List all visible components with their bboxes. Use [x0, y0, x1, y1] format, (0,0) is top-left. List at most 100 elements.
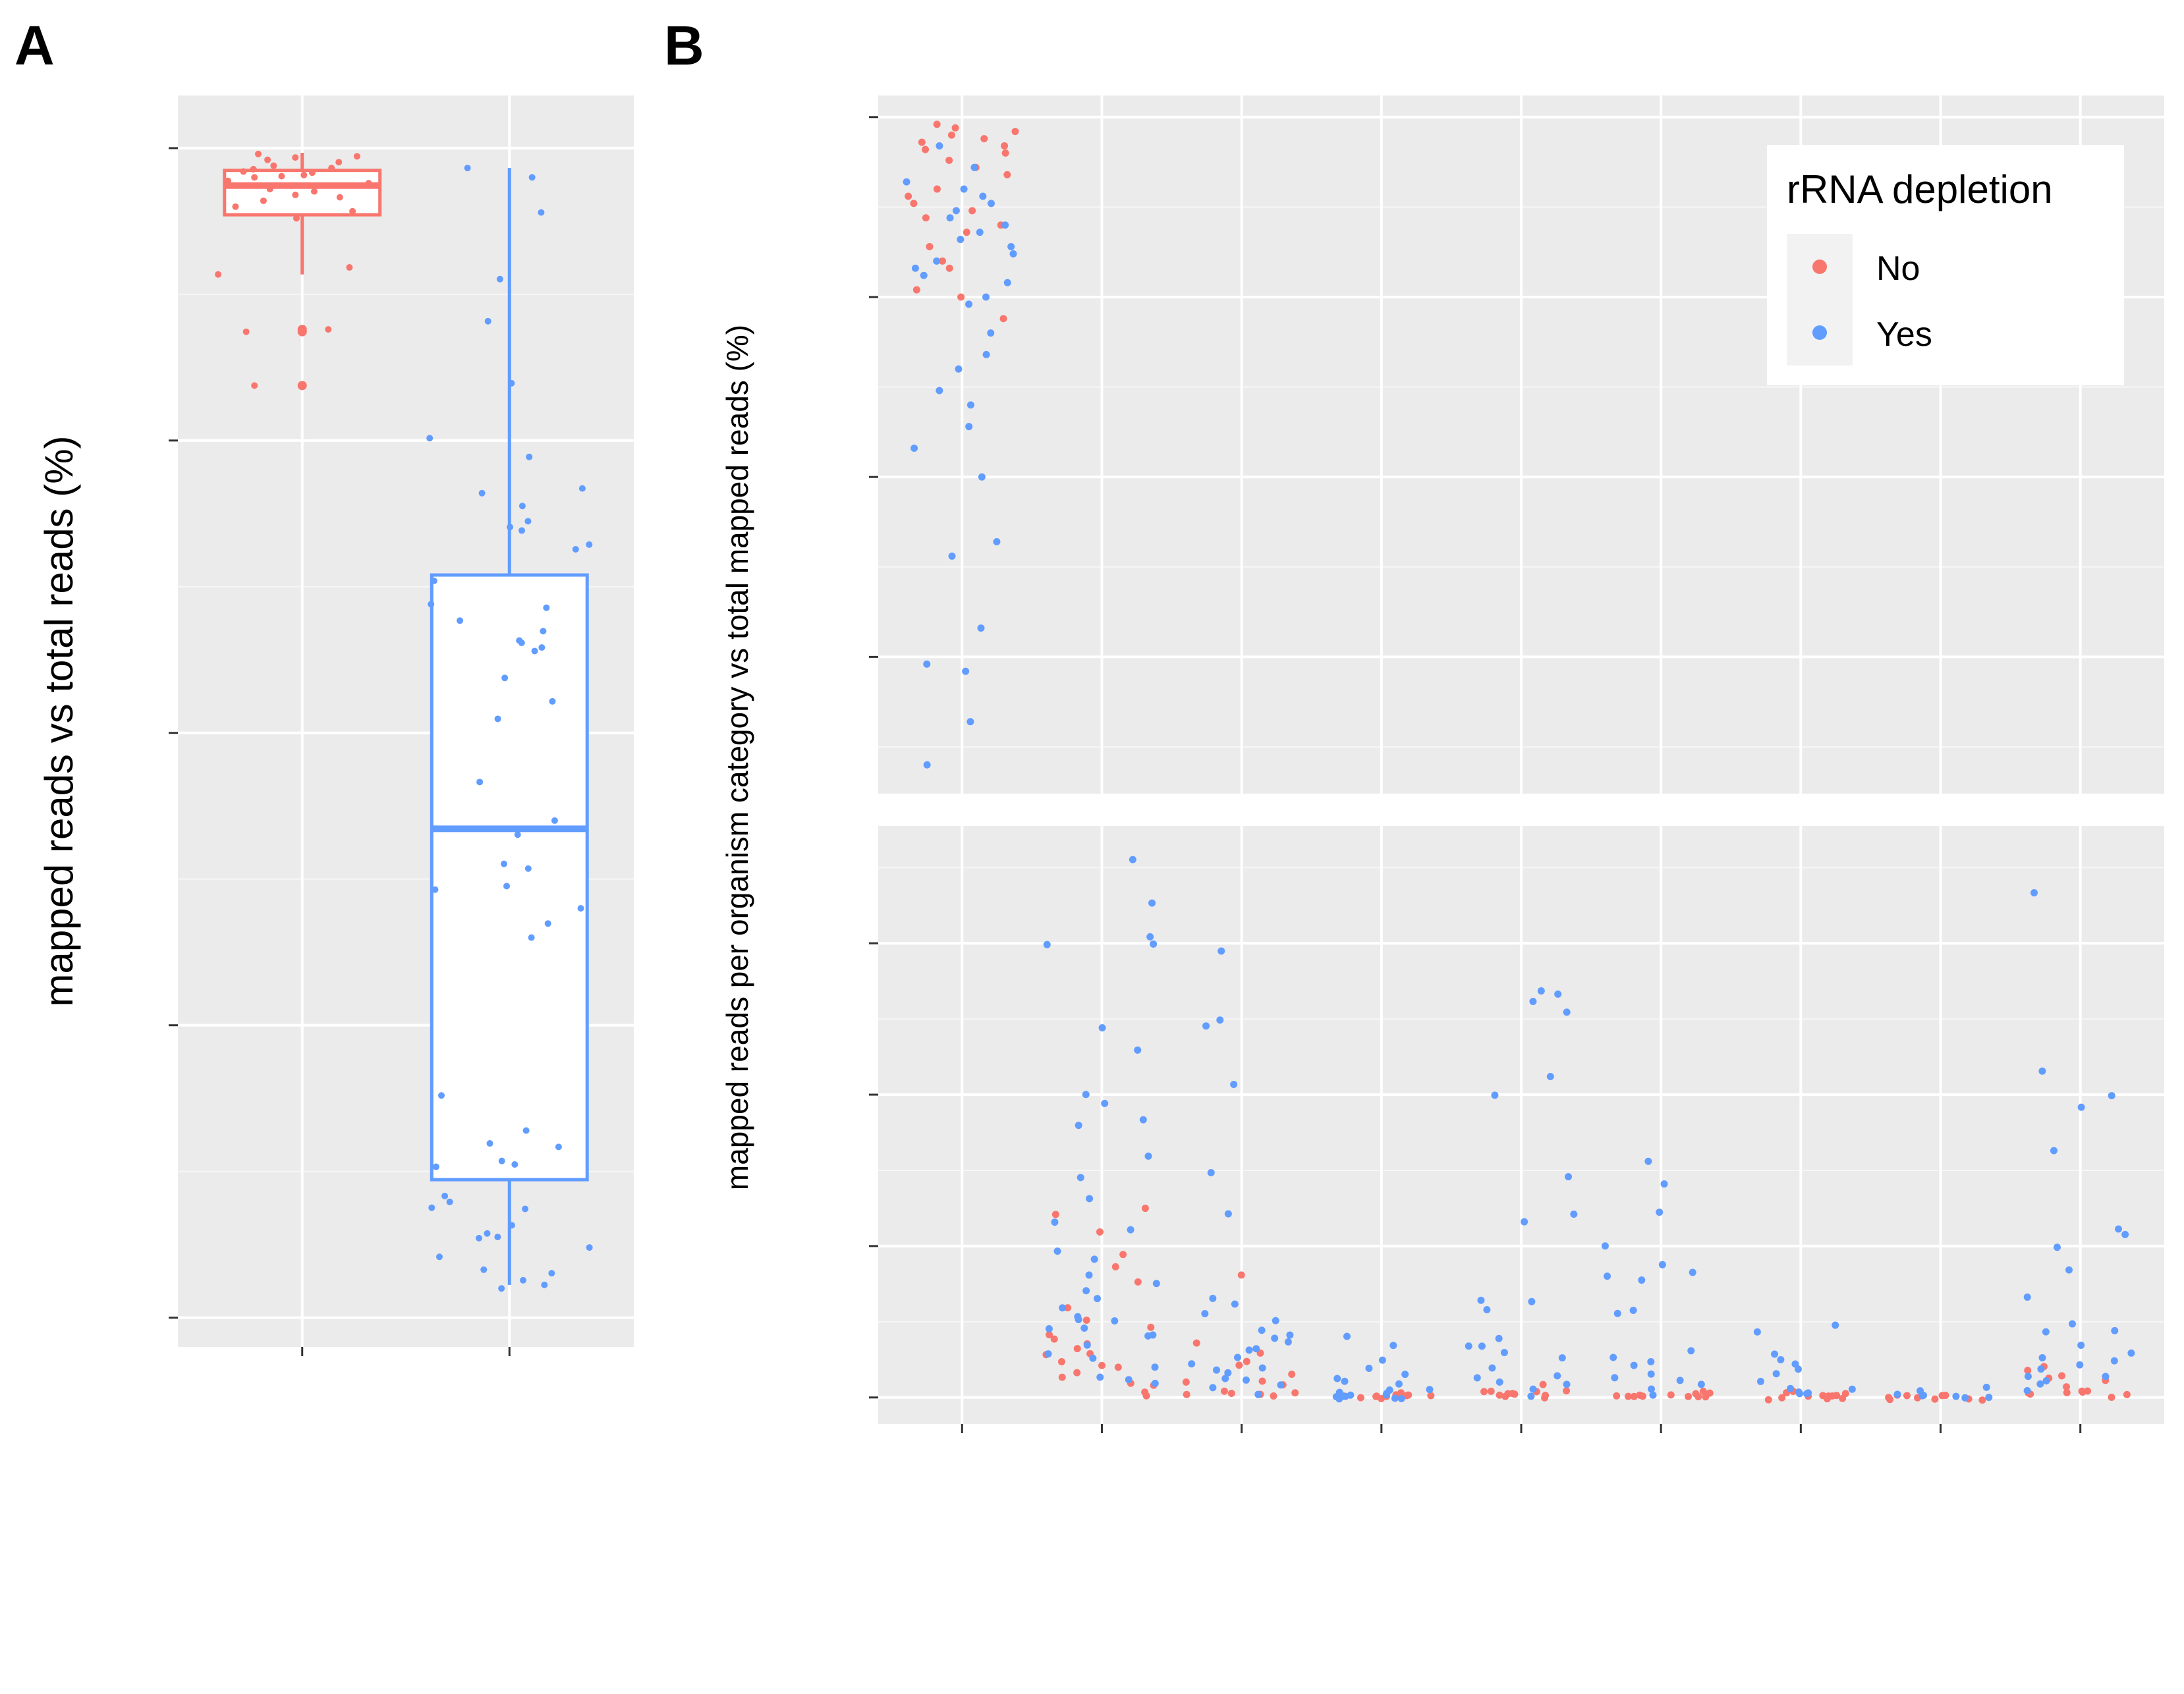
data-point [1660, 1180, 1668, 1188]
data-point [432, 1163, 439, 1170]
data-point [1648, 1385, 1656, 1393]
data-point [1554, 1372, 1561, 1380]
data-point [1487, 1387, 1495, 1395]
data-point [1391, 1394, 1399, 1402]
data-point [1151, 1379, 1159, 1387]
data-point [1511, 1390, 1519, 1398]
data-point [1227, 1389, 1235, 1397]
data-point [1488, 1364, 1496, 1372]
data-point [1046, 1330, 1053, 1338]
data-point [1111, 1317, 1119, 1325]
data-point [951, 124, 959, 132]
panel-b-plot: mapped reads per organism category vs to… [720, 96, 2164, 1433]
data-point [1918, 1392, 1926, 1400]
data-point [1043, 941, 1051, 948]
data-point [1985, 1394, 1993, 1402]
data-point [531, 647, 538, 655]
data-point [1401, 1371, 1409, 1379]
data-point [1699, 1387, 1707, 1395]
data-point [965, 423, 973, 431]
data-point [1083, 1341, 1091, 1349]
data-point [1082, 1091, 1090, 1099]
data-point [1794, 1365, 1802, 1373]
data-point [1702, 1393, 1710, 1401]
data-point [2108, 1394, 2115, 1402]
data-point [1685, 1392, 1693, 1400]
data-point [1477, 1296, 1485, 1304]
data-point [1090, 1255, 1098, 1263]
data-point [1942, 1392, 1949, 1400]
data-point [1284, 1338, 1292, 1346]
data-point [2050, 1147, 2058, 1155]
data-point [1201, 1310, 1209, 1318]
data-point [1563, 1387, 1571, 1395]
data-point [1629, 1307, 1637, 1315]
data-point [1427, 1392, 1435, 1400]
data-point [1397, 1394, 1405, 1402]
data-point [2042, 1377, 2050, 1385]
data-point [946, 214, 954, 222]
data-point [2053, 1243, 2061, 1251]
data-point [945, 156, 953, 164]
data-point [498, 1157, 505, 1164]
data-point [1007, 242, 1015, 250]
data-point [503, 883, 511, 890]
data-point [1644, 1157, 1652, 1165]
data-point [1656, 1208, 1664, 1216]
data-point [1209, 1294, 1217, 1302]
data-point [2121, 1230, 2129, 1238]
panel-a-y-ticks [169, 147, 178, 1319]
data-point [1496, 1391, 1503, 1399]
data-point [2037, 1365, 2045, 1373]
data-point [518, 640, 525, 647]
data-point [966, 718, 974, 726]
data-point [251, 174, 258, 181]
data-point [1148, 899, 1156, 907]
data-point [498, 1285, 505, 1292]
data-point [952, 207, 960, 215]
data-point [1044, 1350, 1052, 1358]
data-point [1001, 149, 1009, 157]
data-point [1658, 1261, 1666, 1269]
data-point [922, 146, 930, 153]
data-point [438, 1092, 445, 1099]
data-point [1073, 1345, 1081, 1353]
data-point [1521, 1218, 1528, 1226]
data-point [1982, 1383, 1990, 1391]
data-point [1333, 1375, 1341, 1382]
data-point [1119, 1251, 1127, 1259]
data-point [1697, 1380, 1705, 1388]
data-point [1051, 1211, 1059, 1218]
data-point [1563, 1380, 1571, 1388]
data-point [264, 156, 271, 163]
data-point [1142, 1392, 1150, 1400]
data-point [2063, 1383, 2071, 1391]
data-point [215, 271, 222, 278]
data-point [1611, 1374, 1619, 1382]
legend-marker-no [1812, 260, 1827, 274]
data-point [543, 604, 550, 611]
data-point [288, 182, 295, 189]
box-iqr [430, 573, 589, 1182]
data-point [947, 131, 955, 139]
data-point [435, 1253, 443, 1261]
data-point [336, 194, 343, 201]
data-point [457, 617, 464, 624]
data-point [2023, 1387, 2031, 1395]
data-point [518, 527, 526, 534]
data-point [522, 1127, 530, 1134]
data-point [1086, 1195, 1094, 1203]
data-point [1558, 1354, 1566, 1362]
data-point [910, 200, 918, 207]
data-point [2068, 1320, 2076, 1328]
data-point [1372, 1392, 1380, 1400]
data-point [1886, 1396, 1894, 1404]
data-point [966, 401, 974, 409]
data-point [923, 761, 931, 769]
data-point [2076, 1361, 2084, 1369]
data-point [2102, 1373, 2110, 1380]
data-point [430, 577, 437, 584]
data-point [578, 485, 586, 492]
legend-marker-yes [1812, 325, 1827, 340]
data-point [1271, 1334, 1279, 1342]
